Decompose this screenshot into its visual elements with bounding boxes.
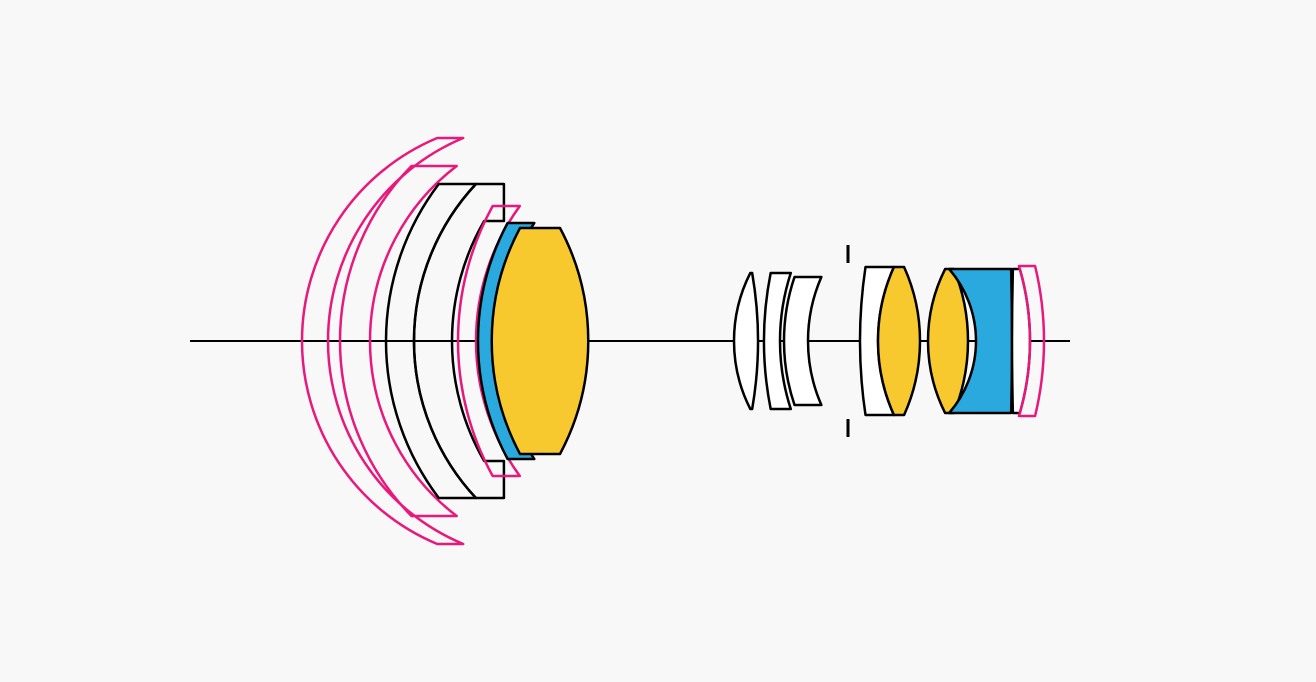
e15-rear-white-last xyxy=(1012,269,1030,413)
e13-rear-yellow-2 xyxy=(928,269,968,413)
lens-diagram xyxy=(0,0,1316,682)
e12-rear-yellow-1 xyxy=(878,267,920,415)
e8-mid-1 xyxy=(734,273,758,409)
e7-yellow-biconcave xyxy=(492,228,589,454)
